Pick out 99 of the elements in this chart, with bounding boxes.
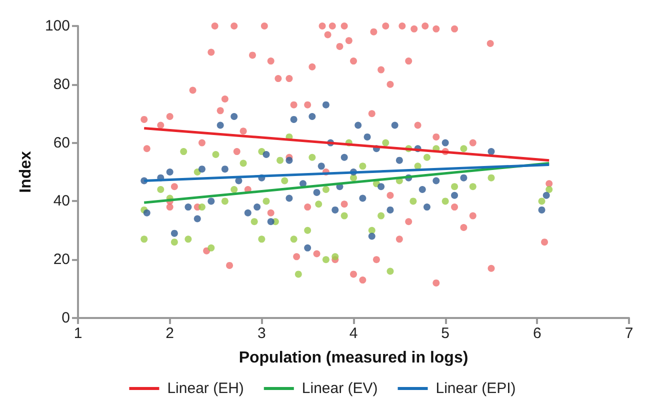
point	[262, 150, 270, 158]
point	[368, 226, 376, 234]
point	[290, 116, 298, 123]
point	[254, 204, 261, 211]
point	[386, 268, 394, 275]
point	[267, 218, 274, 226]
point	[340, 154, 348, 161]
point	[244, 209, 252, 216]
point	[364, 133, 371, 140]
point	[386, 206, 394, 214]
x-tick-label: 5	[441, 325, 450, 342]
point	[322, 186, 330, 194]
point	[276, 156, 284, 164]
point	[143, 209, 150, 216]
point	[378, 183, 385, 190]
point	[391, 122, 398, 129]
point	[286, 194, 293, 202]
x-tick-label: 6	[532, 325, 542, 342]
point	[184, 236, 192, 243]
legend-label: Linear (EV)	[302, 380, 378, 397]
point	[294, 270, 302, 278]
y-tick-label: 0	[62, 310, 70, 326]
point	[208, 244, 215, 252]
point	[212, 150, 220, 158]
point	[216, 122, 224, 129]
point	[488, 148, 495, 156]
point	[262, 198, 270, 205]
point	[460, 145, 468, 152]
point	[368, 232, 376, 240]
point	[423, 154, 430, 161]
point	[290, 236, 298, 243]
point	[322, 256, 330, 264]
point	[157, 186, 164, 194]
point	[140, 236, 148, 243]
point	[258, 236, 266, 243]
point	[304, 244, 312, 252]
point	[359, 162, 366, 170]
x-tick-label: 3	[257, 325, 266, 342]
point	[332, 253, 339, 260]
x-axis-title: Population (measured in logs)	[238, 350, 468, 366]
point	[350, 174, 357, 182]
point	[184, 204, 192, 211]
point	[240, 160, 247, 167]
point	[542, 192, 550, 199]
point	[423, 204, 430, 211]
point	[180, 148, 188, 156]
y-tick-label: 80	[53, 76, 70, 93]
point	[442, 198, 449, 205]
point	[538, 198, 546, 205]
point	[382, 139, 390, 146]
point	[230, 186, 238, 194]
point	[410, 198, 417, 205]
x-tick-label: 7	[624, 325, 634, 342]
point	[221, 198, 228, 205]
y-tick-label: 40	[53, 192, 70, 210]
point	[451, 192, 458, 199]
point	[442, 139, 449, 146]
legend-label: Linear (EH)	[167, 380, 244, 397]
point	[230, 113, 238, 120]
point	[451, 183, 458, 190]
x-tick-label: 2	[166, 325, 174, 342]
point	[221, 166, 228, 173]
point	[166, 168, 174, 176]
point	[432, 177, 440, 184]
point	[170, 230, 178, 237]
point	[378, 212, 385, 220]
point	[396, 156, 403, 164]
y-axis-title: Index	[18, 151, 34, 193]
point	[315, 200, 322, 208]
y-tick-label: 100	[44, 18, 70, 34]
legend-label: Linear (EPI)	[436, 380, 516, 397]
point	[332, 206, 339, 214]
x-tick-label: 4	[349, 325, 358, 342]
point	[546, 186, 553, 194]
point	[170, 238, 178, 246]
point	[318, 162, 325, 170]
point	[286, 156, 293, 164]
point	[469, 183, 476, 190]
point	[308, 154, 316, 161]
y-tick-label: 20	[53, 251, 70, 268]
point	[194, 215, 201, 222]
point	[322, 101, 330, 108]
point	[460, 174, 468, 182]
point	[354, 122, 362, 129]
point	[208, 198, 215, 205]
x-tick-label: 1	[74, 325, 82, 342]
point	[304, 226, 312, 234]
point	[313, 188, 320, 196]
point	[418, 186, 426, 194]
point	[538, 206, 546, 214]
y-tick-label: 60	[53, 134, 70, 152]
point	[250, 218, 258, 226]
point	[340, 212, 348, 220]
point	[359, 194, 366, 202]
point	[281, 177, 288, 184]
point	[198, 166, 206, 173]
point	[308, 113, 316, 120]
point	[488, 174, 495, 182]
point	[198, 204, 206, 211]
